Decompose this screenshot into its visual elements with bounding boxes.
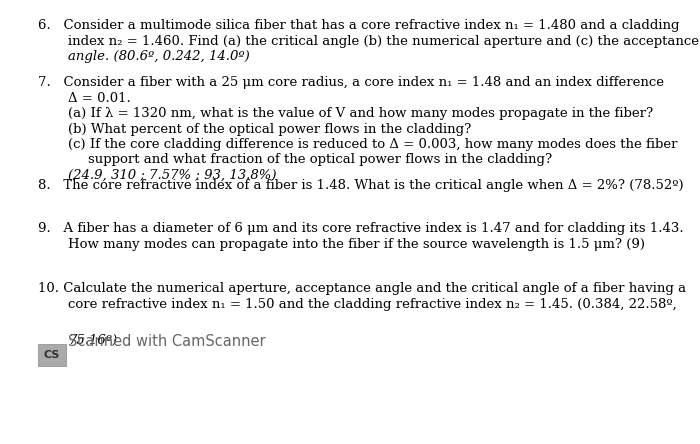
Text: 6.   Consider a multimode silica fiber that has a core refractive index n₁ = 1.4: 6. Consider a multimode silica fiber tha… — [38, 19, 680, 32]
Text: core refractive index n₁ = 1.50 and the cladding refractive index n₂ = 1.45. (0.: core refractive index n₁ = 1.50 and the … — [68, 297, 677, 310]
Text: support and what fraction of the optical power flows in the cladding?: support and what fraction of the optical… — [88, 154, 552, 166]
Text: How many modes can propagate into the fiber if the source wavelength is 1.5 μm? : How many modes can propagate into the fi… — [68, 238, 645, 250]
Text: 8.   The core refractive index of a fiber is 1.48. What is the critical angle wh: 8. The core refractive index of a fiber … — [38, 179, 684, 192]
Text: 7.   Consider a fiber with a 25 μm core radius, a core index n₁ = 1.48 and an in: 7. Consider a fiber with a 25 μm core ra… — [38, 76, 664, 89]
Text: Δ = 0.01.: Δ = 0.01. — [68, 91, 131, 104]
FancyBboxPatch shape — [38, 344, 66, 366]
Text: 75.16º): 75.16º) — [68, 334, 117, 347]
Text: (b) What percent of the optical power flows in the cladding?: (b) What percent of the optical power fl… — [68, 123, 471, 135]
Text: (a) If λ = 1320 nm, what is the value of V and how many modes propagate in the f: (a) If λ = 1320 nm, what is the value of… — [68, 107, 653, 120]
Text: Scanned with CamScanner: Scanned with CamScanner — [68, 334, 265, 349]
Text: 9.   A fiber has a diameter of 6 μm and its core refractive index is 1.47 and fo: 9. A fiber has a diameter of 6 μm and it… — [38, 222, 684, 235]
Text: index n₂ = 1.460. Find (a) the critical angle (b) the numerical aperture and (c): index n₂ = 1.460. Find (a) the critical … — [68, 35, 699, 48]
Text: angle. (80.6º, 0.242, 14.0º): angle. (80.6º, 0.242, 14.0º) — [68, 50, 250, 63]
Text: (c) If the core cladding difference is reduced to Δ = 0.003, how many modes does: (c) If the core cladding difference is r… — [68, 138, 678, 151]
Text: 10. Calculate the numerical aperture, acceptance angle and the critical angle of: 10. Calculate the numerical aperture, ac… — [38, 282, 686, 295]
Text: (24.9, 310 ; 7.57% ; 93, 13.8%): (24.9, 310 ; 7.57% ; 93, 13.8%) — [68, 169, 276, 182]
Text: CS: CS — [44, 350, 60, 360]
